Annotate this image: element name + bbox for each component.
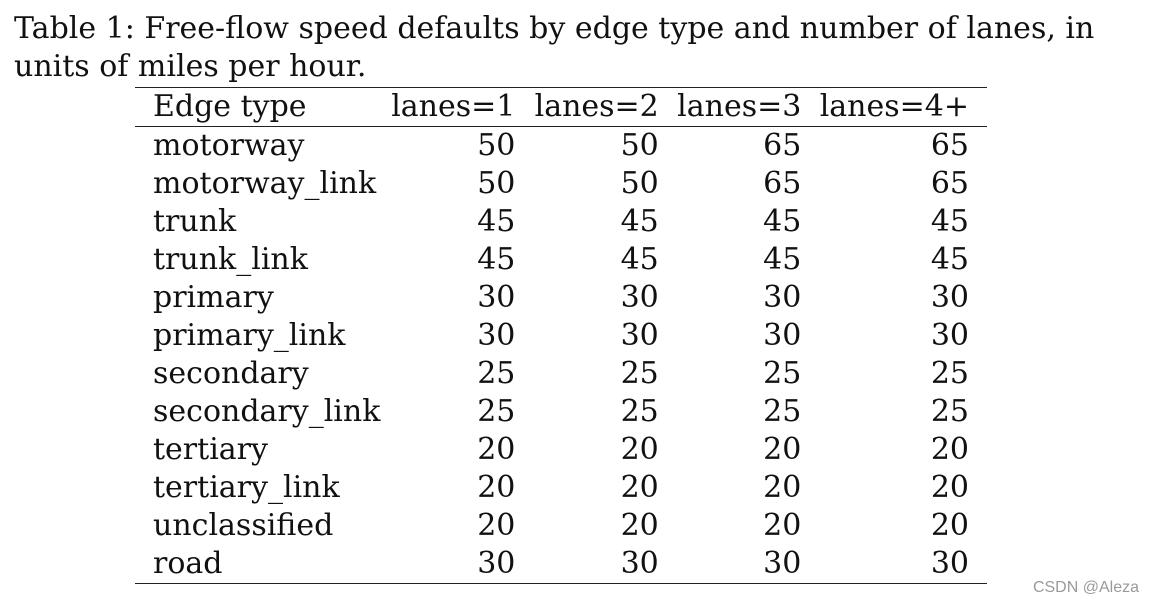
cell-value: 20 <box>930 470 969 505</box>
speed-table: Edge type lanes=1 lanes=2 lanes=3 lanes=… <box>135 87 987 584</box>
cell-value: 25 <box>763 356 802 391</box>
cell-value: 20 <box>477 470 516 505</box>
cell-value: 45 <box>477 204 516 239</box>
cell-value: 30 <box>477 280 516 315</box>
cell-edge-type: secondary <box>153 356 309 391</box>
table-row: secondary_link 25 25 25 25 <box>135 393 987 431</box>
cell-value: 20 <box>477 432 516 467</box>
cell-value: 30 <box>477 318 516 353</box>
table-row: tertiary_link 20 20 20 20 <box>135 469 987 507</box>
table-row: primary_link 30 30 30 30 <box>135 317 987 355</box>
cell-value: 20 <box>477 508 516 543</box>
table-row: trunk_link 45 45 45 45 <box>135 241 987 279</box>
cell-edge-type: tertiary_link <box>153 470 340 505</box>
cell-value: 65 <box>930 128 969 163</box>
cell-value: 30 <box>620 546 659 581</box>
cell-edge-type: trunk_link <box>153 242 308 277</box>
cell-value: 25 <box>477 394 516 429</box>
cell-value: 45 <box>930 204 969 239</box>
header-lanes-3: lanes=3 <box>677 89 802 124</box>
cell-edge-type: tertiary <box>153 432 268 467</box>
table-row: motorway 50 50 65 65 <box>135 127 987 166</box>
table-row: primary 30 30 30 30 <box>135 279 987 317</box>
table-header-row: Edge type lanes=1 lanes=2 lanes=3 lanes=… <box>135 87 987 127</box>
cell-value: 45 <box>620 242 659 277</box>
cell-value: 30 <box>620 280 659 315</box>
table-caption: Table 1: Free-flow speed defaults by edg… <box>14 11 1095 84</box>
cell-value: 50 <box>477 166 516 201</box>
cell-value: 20 <box>763 508 802 543</box>
cell-value: 45 <box>620 204 659 239</box>
cell-value: 50 <box>620 166 659 201</box>
cell-value: 65 <box>763 128 802 163</box>
cell-value: 25 <box>620 394 659 429</box>
cell-value: 30 <box>763 318 802 353</box>
header-lanes-1: lanes=1 <box>391 89 516 124</box>
cell-value: 20 <box>620 470 659 505</box>
cell-value: 25 <box>763 394 802 429</box>
table-row: unclassified 20 20 20 20 <box>135 507 987 545</box>
cell-value: 45 <box>763 242 802 277</box>
cell-edge-type: motorway <box>153 128 305 163</box>
cell-value: 30 <box>477 546 516 581</box>
cell-value: 65 <box>763 166 802 201</box>
cell-value: 20 <box>620 508 659 543</box>
cell-value: 50 <box>620 128 659 163</box>
cell-edge-type: motorway_link <box>153 166 377 201</box>
cell-value: 45 <box>930 242 969 277</box>
cell-value: 20 <box>930 432 969 467</box>
cell-value: 30 <box>930 280 969 315</box>
cell-value: 30 <box>620 318 659 353</box>
cell-value: 20 <box>763 470 802 505</box>
table-row: road 30 30 30 30 <box>135 545 987 584</box>
cell-edge-type: unclassified <box>153 508 334 543</box>
table-row: tertiary 20 20 20 20 <box>135 431 987 469</box>
table-row: motorway_link 50 50 65 65 <box>135 165 987 203</box>
cell-value: 65 <box>930 166 969 201</box>
table-row: secondary 25 25 25 25 <box>135 355 987 393</box>
cell-value: 50 <box>477 128 516 163</box>
cell-edge-type: road <box>153 546 223 581</box>
cell-value: 30 <box>930 318 969 353</box>
cell-edge-type: trunk <box>153 204 237 239</box>
table-row: trunk 45 45 45 45 <box>135 203 987 241</box>
cell-value: 45 <box>763 204 802 239</box>
speed-table-container: Edge type lanes=1 lanes=2 lanes=3 lanes=… <box>135 87 987 584</box>
watermark: CSDN @Aleza <box>1032 579 1139 596</box>
cell-value: 20 <box>930 508 969 543</box>
header-lanes-2: lanes=2 <box>534 89 659 124</box>
cell-edge-type: secondary_link <box>153 394 381 429</box>
cell-value: 25 <box>477 356 516 391</box>
cell-value: 20 <box>620 432 659 467</box>
cell-edge-type: primary_link <box>153 318 346 353</box>
header-lanes-4plus: lanes=4+ <box>819 89 969 124</box>
cell-value: 25 <box>620 356 659 391</box>
cell-edge-type: primary <box>153 280 274 315</box>
cell-value: 20 <box>763 432 802 467</box>
cell-value: 30 <box>763 546 802 581</box>
cell-value: 25 <box>930 356 969 391</box>
cell-value: 45 <box>477 242 516 277</box>
cell-value: 30 <box>930 546 969 581</box>
cell-value: 25 <box>930 394 969 429</box>
header-edge-type: Edge type <box>153 89 307 124</box>
cell-value: 30 <box>763 280 802 315</box>
